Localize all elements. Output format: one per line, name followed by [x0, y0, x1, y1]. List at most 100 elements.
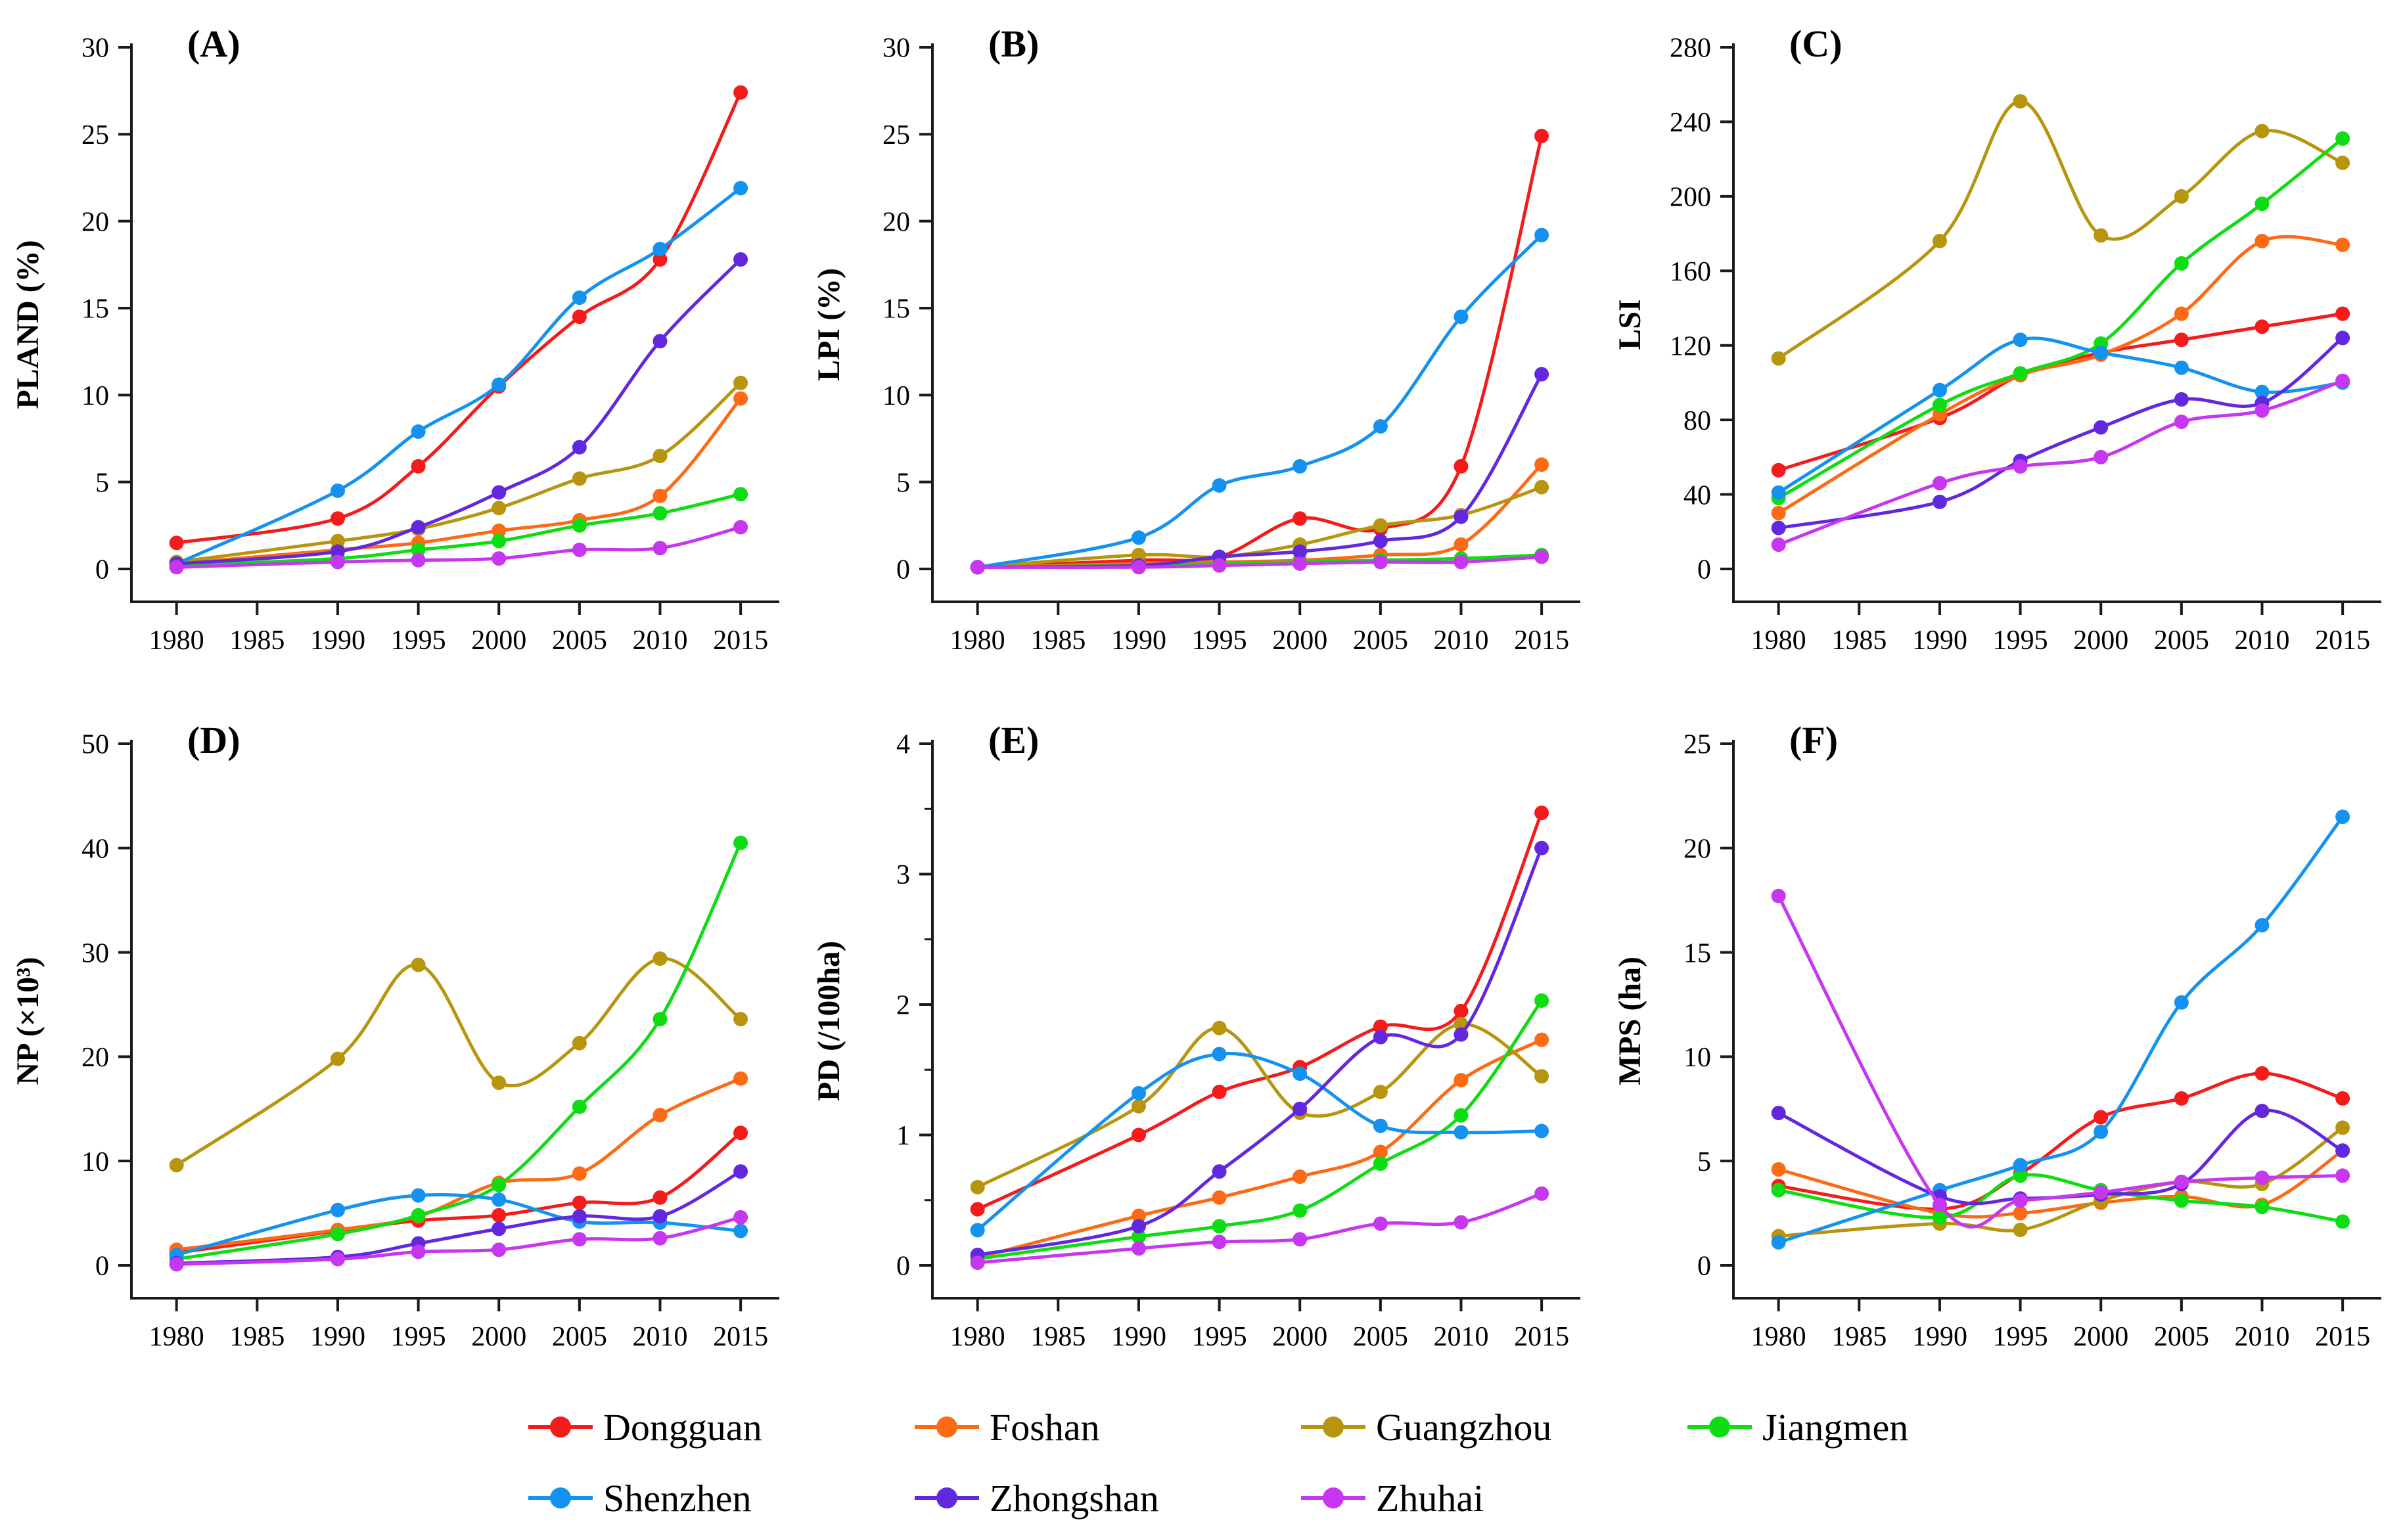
data-point-marker — [733, 1210, 748, 1225]
x-tick-label: 2015 — [2315, 625, 2370, 656]
data-point-marker — [652, 488, 668, 503]
data-point-marker — [1132, 1098, 1146, 1114]
x-tick-label: 2005 — [552, 1322, 607, 1352]
y-tick-label: 15 — [1683, 938, 1711, 968]
chart-svg: 0 10 20 30 40 50 1980 1985 1990 1995 2000 2005 2010 2… — [11, 719, 779, 1352]
data-point-marker — [1534, 480, 1549, 495]
data-point-marker — [2174, 360, 2189, 375]
y-tick-label: 3 — [896, 860, 910, 890]
y-tick-label: 5 — [95, 468, 109, 498]
data-point-marker — [1933, 494, 1947, 509]
data-point-marker — [2254, 233, 2270, 248]
panel-b: 0 5 10 15 20 25 30 1980 1985 1990 1995 2000 2005 2010… — [801, 0, 1602, 696]
data-point-marker — [1771, 463, 1786, 478]
data-point-marker — [1132, 1127, 1146, 1143]
data-point-marker — [1771, 351, 1786, 366]
y-tick-label: 50 — [81, 730, 109, 760]
legend-item-zhuhai: Zhuhai — [1300, 1468, 1686, 1528]
data-point-marker — [1293, 511, 1308, 526]
data-point-marker — [733, 1125, 748, 1141]
data-point-marker — [1453, 1125, 1469, 1140]
data-point-marker — [1293, 1232, 1308, 1247]
data-point-marker — [2013, 1193, 2028, 1208]
y-axis-ticks: 0 5 10 15 20 25 30 — [81, 34, 131, 585]
data-point-marker — [572, 290, 587, 306]
data-point-marker — [1933, 233, 1947, 248]
data-point-marker — [1771, 1106, 1786, 1121]
legend-circle — [1323, 1487, 1344, 1508]
legend-label: Dongguan — [603, 1405, 762, 1449]
x-tick-label: 2000 — [471, 625, 526, 656]
data-point-marker — [169, 535, 184, 551]
data-point-marker — [1132, 1208, 1146, 1223]
y-tick-label: 5 — [1697, 1147, 1711, 1177]
data-point-marker — [1373, 419, 1388, 434]
panel-a: 0 5 10 15 20 25 30 1980 1985 1990 1995 2000 2005 2010… — [0, 0, 801, 696]
y-tick-label: 30 — [81, 34, 109, 64]
data-point-marker — [1534, 367, 1549, 382]
y-tick-label: 0 — [95, 555, 109, 585]
data-point-marker — [1373, 533, 1388, 549]
series-markers-zhongshan — [970, 840, 1549, 1263]
data-point-marker — [1453, 1215, 1469, 1230]
panel-letter: (F) — [1789, 719, 1838, 761]
y-axis-title: LSI — [1613, 299, 1647, 350]
data-point-marker — [331, 1051, 345, 1066]
data-point-marker — [733, 1071, 748, 1086]
x-tick-label: 2015 — [1514, 1322, 1569, 1352]
data-point-marker — [733, 85, 748, 100]
y-tick-label: 5 — [896, 468, 910, 498]
data-point-marker — [331, 555, 345, 570]
data-point-marker — [411, 424, 426, 439]
data-point-marker — [572, 440, 587, 455]
data-point-marker — [1373, 1118, 1388, 1133]
x-tick-label: 1990 — [1111, 1322, 1166, 1352]
data-point-marker — [169, 560, 184, 575]
series-line-guangzhou — [1777, 99, 2345, 361]
y-axis-ticks: 0 40 80 120 160 200 240 280 — [1670, 34, 1733, 585]
data-point-marker — [572, 471, 587, 486]
data-point-marker — [1212, 478, 1227, 493]
data-point-marker — [970, 1256, 985, 1270]
data-point-marker — [2094, 449, 2109, 464]
legend-item-dongguan: Dongguan — [527, 1397, 913, 1457]
y-tick-label: 30 — [81, 938, 109, 968]
data-point-marker — [2013, 1223, 2028, 1237]
x-tick-label: 2010 — [2234, 625, 2289, 656]
data-point-marker — [492, 533, 507, 549]
data-point-marker — [1771, 1162, 1786, 1177]
y-tick-label: 2 — [896, 991, 910, 1021]
data-point-marker — [2174, 189, 2189, 204]
data-point-marker — [1132, 560, 1146, 575]
data-point-marker — [572, 309, 587, 325]
y-tick-label: 25 — [81, 120, 109, 150]
x-tick-label: 2000 — [471, 1322, 526, 1352]
legend-label: Shenzhen — [603, 1476, 752, 1520]
y-axis-title: PD (/100ha) — [812, 941, 846, 1101]
legend-item-foshan: Foshan — [913, 1397, 1300, 1457]
y-tick-label: 0 — [95, 1252, 109, 1282]
data-point-marker — [1293, 1101, 1308, 1116]
y-tick-label: 20 — [81, 1043, 109, 1073]
data-point-marker — [411, 1208, 426, 1223]
series-markers-zhuhai — [1771, 888, 2350, 1212]
x-tick-label: 1995 — [1993, 625, 2048, 656]
y-axis-ticks: 0 5 10 15 20 25 — [1683, 730, 1733, 1282]
legend-item-guangzhou: Guangzhou — [1300, 1397, 1686, 1457]
data-point-marker — [1534, 840, 1549, 855]
data-point-marker — [2013, 366, 2028, 381]
chart-svg: 0 5 10 15 20 25 30 1980 1985 1990 1995 2000 2005 2010… — [812, 22, 1580, 656]
data-point-marker — [572, 1099, 587, 1114]
data-point-marker — [652, 1012, 668, 1027]
x-tick-label: 1980 — [1751, 1322, 1806, 1352]
x-axis-ticks: 1980 1985 1990 1995 2000 2005 2010 2015 — [149, 1298, 768, 1352]
x-tick-label: 1995 — [391, 1322, 446, 1352]
data-point-marker — [2174, 306, 2189, 321]
x-tick-label: 1995 — [1192, 625, 1247, 656]
chart-svg: 0 40 80 120 160 200 240 280 1980 1985 1990 1995 2000… — [1613, 22, 2381, 656]
data-point-marker — [492, 1242, 507, 1257]
series-markers-guangzhou — [169, 375, 748, 570]
legend-circle — [1709, 1416, 1730, 1438]
series-line-zhuhai — [1777, 894, 2345, 1229]
y-tick-label: 120 — [1670, 331, 1711, 361]
